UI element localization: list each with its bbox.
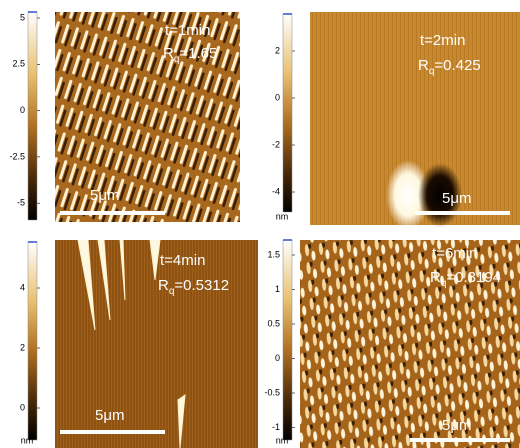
roughness-subscript: q	[174, 54, 180, 65]
roughness-subscript: q	[429, 66, 435, 77]
colorbar	[282, 239, 293, 441]
colorbar	[282, 13, 293, 213]
scale-bar-label: 5μm	[90, 187, 119, 204]
colorbar-tick-label: 0	[20, 402, 25, 412]
colorbar-tick-label: 1	[275, 284, 280, 294]
time-label: t=2min	[420, 32, 465, 49]
afm-image	[300, 240, 520, 448]
colorbar-tick-label: -2	[272, 139, 280, 149]
roughness-symbol: R	[418, 57, 429, 74]
colorbar-unit: nm	[276, 435, 289, 445]
colorbar-unit: nm	[21, 435, 34, 445]
roughness-label: Rq=0.3194	[430, 269, 501, 289]
roughness-symbol: R	[163, 45, 174, 62]
roughness-value: =0.3194	[446, 269, 501, 286]
afm-feature	[77, 239, 186, 448]
panels: 52.50-2.5-5t=1minRq=1.655μm20-2-4nmt=2mi…	[9, 11, 510, 445]
colorbar-tick-label: 5	[20, 12, 25, 22]
colorbar-tick-label: 0	[20, 105, 25, 115]
colorbar-tick-label: -0.5	[264, 387, 280, 397]
colorbar-tick-label: 2	[20, 342, 25, 352]
roughness-subscript: q	[441, 278, 447, 289]
colorbar-tick-label: -2.5	[9, 151, 25, 161]
roughness-label: Rq=0.5312	[158, 277, 229, 297]
time-label: t=1min	[165, 22, 210, 39]
roughness-subscript: q	[169, 286, 175, 297]
scale-bar-label: 5μm	[442, 417, 471, 434]
colorbar-tick-label: 2.5	[12, 59, 25, 69]
roughness-value: =0.425	[434, 57, 480, 74]
colorbar-tick-label: -5	[17, 198, 25, 208]
images	[55, 12, 520, 448]
roughness-label: Rq=1.65	[163, 45, 217, 65]
time-label: t=4min	[160, 252, 205, 269]
afm-image	[55, 12, 240, 222]
colorbar	[27, 241, 38, 441]
scale-bar-label: 5μm	[95, 407, 124, 424]
scale-bar-label: 5μm	[442, 190, 471, 207]
colorbar	[27, 11, 38, 221]
colorbar-tick-label: -4	[272, 186, 280, 196]
time-label: t=6min	[432, 245, 477, 262]
colorbar-tick-label: 0	[275, 353, 280, 363]
colorbar-unit: nm	[276, 211, 289, 221]
roughness-symbol: R	[158, 277, 169, 294]
roughness-value: =1.65	[179, 45, 217, 62]
colorbar-tick-label: 0.5	[267, 318, 280, 328]
colorbar-tick-label: 0	[275, 92, 280, 102]
colorbar-tick-label: 4	[20, 282, 25, 292]
colorbar-tick-label: 1.5	[267, 249, 280, 259]
roughness-label: Rq=0.425	[418, 57, 481, 77]
colorbar-tick-label: 2	[275, 45, 280, 55]
colorbar-tick-label: -1	[272, 422, 280, 432]
roughness-symbol: R	[430, 269, 441, 286]
roughness-value: =0.5312	[174, 277, 229, 294]
